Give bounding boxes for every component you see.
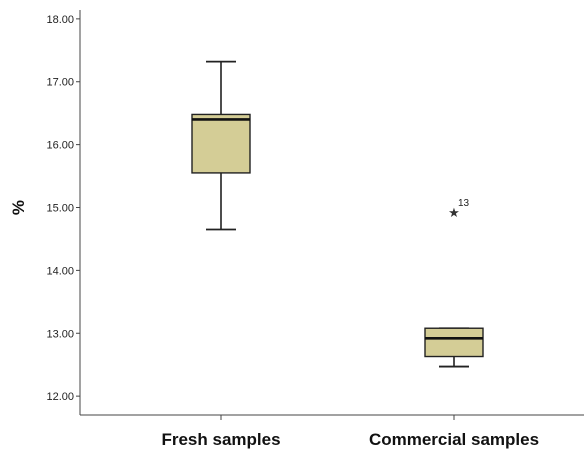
iqr-box (424, 327, 484, 358)
boxes: ★13 (191, 60, 484, 368)
y-tick-label: 13.00 (46, 328, 74, 340)
y-tick-label: 16.00 (46, 140, 74, 152)
box-2: ★13 (424, 198, 484, 368)
y-tick-label: 14.00 (46, 265, 74, 277)
y-axis-title: % (9, 200, 28, 215)
outlier-label: 13 (458, 198, 470, 209)
y-axis: 12.00 13.00 14.00 15.00 16.00 17.00 18.00 (46, 10, 81, 415)
x-axis: Fresh samples Commercial samples (80, 414, 584, 449)
outlier-point: ★ (448, 206, 460, 221)
iqr-box (191, 113, 251, 174)
y-tick-label: 17.00 (46, 77, 74, 89)
category-label: Fresh samples (161, 430, 280, 449)
y-tick-label: 12.00 (46, 391, 74, 403)
y-tick-label: 15.00 (46, 203, 74, 215)
y-tick-label: 18.00 (46, 14, 74, 26)
category-label: Commercial samples (369, 430, 539, 449)
box-1 (191, 60, 251, 231)
